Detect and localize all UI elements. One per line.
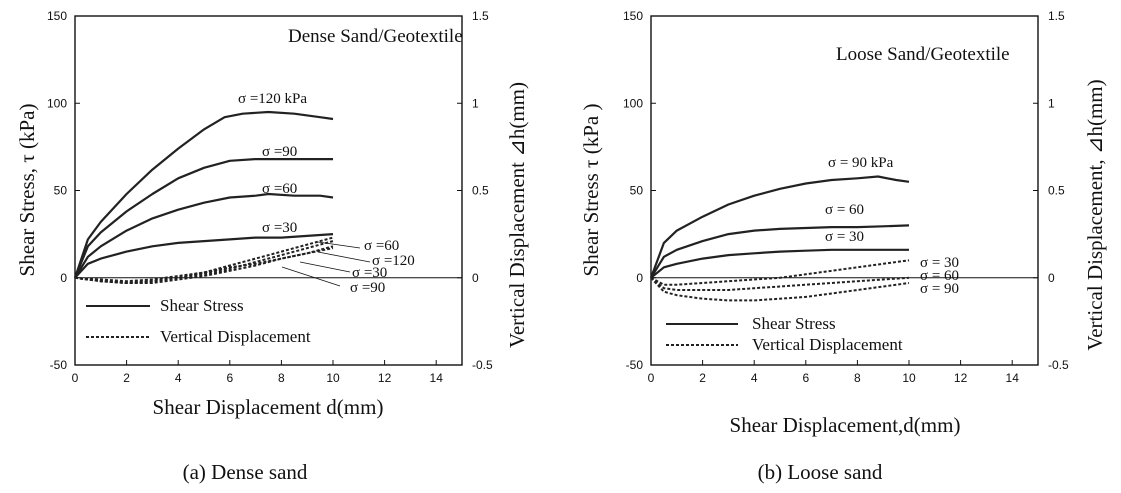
- vertical-displacement-curve: [74, 240, 334, 284]
- shear-stress-curve: [650, 224, 910, 279]
- series-label-vd-60: σ = 60: [920, 268, 959, 284]
- series-label-shear-90: σ = 90 kPa: [828, 155, 894, 171]
- series-label-vd-60: σ =60: [364, 238, 399, 254]
- y-tick-label: -50: [626, 358, 644, 372]
- y2-tick-label: 0.5: [472, 184, 489, 198]
- y2-tick-label: 1.5: [1048, 9, 1065, 23]
- shear-stress-curve: [73, 158, 333, 279]
- panel-caption: (a) Dense sand: [183, 460, 308, 484]
- vertical-displacement-curve: [650, 259, 910, 286]
- x-tick-label: 14: [1006, 371, 1020, 385]
- series-label-shear-90: σ =90: [262, 144, 297, 160]
- y2-tick-label: 0: [1048, 271, 1055, 285]
- x-tick-label: 14: [430, 371, 444, 385]
- y-tick-label: 50: [630, 184, 644, 198]
- vertical-displacement-curve: [74, 245, 334, 284]
- leader-line: [299, 261, 351, 273]
- x-tick-label: 2: [123, 371, 130, 385]
- y2-tick-label: 0: [472, 271, 479, 285]
- y-axis-title: Shear Stress τ (kPa ): [579, 104, 603, 277]
- y-tick-label: 100: [623, 96, 643, 110]
- legend-label-vertical-displacement: Vertical Displacement: [160, 327, 311, 346]
- y2-axis-title: Vertical Displacement ⊿h(mm): [505, 82, 529, 348]
- shear-stress-curve: [649, 175, 910, 279]
- y-axis-title: Shear Stress, τ (kPa): [15, 104, 39, 277]
- x-tick-label: 0: [72, 371, 79, 385]
- panel-title: Dense Sand/Geotextile: [288, 26, 463, 47]
- legend: Shear Stress Vertical Displacement: [86, 296, 311, 346]
- panel-title: Loose Sand/Geotextile: [836, 44, 1010, 65]
- x-tick-label: 12: [954, 371, 968, 385]
- series-label-shear-120: σ =120 kPa: [238, 91, 307, 107]
- plot-frame: [650, 15, 1039, 366]
- y2-tick-label: 1: [1048, 96, 1055, 110]
- series-label-vd-120: σ =120: [372, 253, 415, 269]
- panel-dense-sand: 0 2 4 6 8 10 12 14 150 100 50 0 -50 1.5 1 0.5 0 -0.5 De…: [15, 9, 529, 484]
- leader-line: [317, 251, 371, 263]
- leader-line: [281, 266, 341, 287]
- x-tick-label: 10: [902, 371, 916, 385]
- y-tick-label: 100: [47, 96, 67, 110]
- y-tick-label: 0: [60, 271, 67, 285]
- x-tick-label: 8: [278, 371, 285, 385]
- legend-label-vertical-displacement: Vertical Displacement: [752, 335, 903, 354]
- legend: Shear Stress Vertical Displacement: [666, 314, 903, 354]
- series-label-vd-30: σ =30: [352, 265, 387, 281]
- x-tick-label: 6: [226, 371, 233, 385]
- vertical-displacement-curve: [74, 236, 334, 284]
- y2-tick-label: -0.5: [472, 358, 493, 372]
- series-label-vd-90: σ =90: [350, 280, 385, 296]
- panel-caption: (b) Loose sand: [758, 460, 883, 484]
- series-label-shear-30: σ =30: [262, 220, 297, 236]
- y2-tick-label: 1: [472, 96, 479, 110]
- shear-stress-curve: [74, 192, 334, 279]
- vertical-displacement-curve: [650, 277, 910, 302]
- series-label-vd-30: σ = 30: [920, 255, 959, 271]
- y2-tick-label: 1.5: [472, 9, 489, 23]
- shear-stress-curve: [650, 248, 909, 279]
- y2-axis-title: Vertical Displacement, ⊿h(mm): [1083, 79, 1107, 350]
- series-label-shear-60: σ = 60: [825, 202, 864, 218]
- x-axis-title: Shear Displacement d(mm): [153, 395, 384, 419]
- legend-label-shear-stress: Shear Stress: [752, 314, 836, 333]
- legend-label-shear-stress: Shear Stress: [160, 296, 244, 315]
- leader-line: [317, 241, 361, 249]
- x-tick-label: 4: [751, 371, 758, 385]
- vertical-displacement-curve: [74, 247, 334, 283]
- x-axis-title: Shear Displacement,d(mm): [730, 413, 961, 437]
- shear-stress-curve: [73, 110, 334, 279]
- x-tick-label: 12: [378, 371, 392, 385]
- x-tick-label: 8: [854, 371, 861, 385]
- x-tick-label: 2: [699, 371, 706, 385]
- vertical-displacement-curve: [650, 276, 910, 291]
- x-tick-label: 0: [648, 371, 655, 385]
- y-tick-label: 50: [54, 184, 68, 198]
- panel-loose-sand: 0 2 4 6 8 10 12 14 150 100 50 0 -50 1.5 1 0.5 0 -0.5 Lo…: [579, 9, 1107, 484]
- y-tick-label: 0: [636, 271, 643, 285]
- series-label-shear-30: σ = 30: [825, 229, 864, 245]
- y-tick-label: -50: [50, 358, 68, 372]
- x-tick-label: 6: [802, 371, 809, 385]
- y-tick-label: 150: [47, 9, 67, 23]
- y-tick-label: 150: [623, 9, 643, 23]
- series-label-shear-60: σ =60: [262, 181, 297, 197]
- y2-tick-label: 0.5: [1048, 184, 1065, 198]
- x-tick-label: 10: [326, 371, 340, 385]
- x-tick-label: 4: [175, 371, 182, 385]
- y2-tick-label: -0.5: [1048, 358, 1069, 372]
- shear-stress-curve: [74, 233, 334, 279]
- series-label-vd-90: σ = 90: [920, 281, 959, 297]
